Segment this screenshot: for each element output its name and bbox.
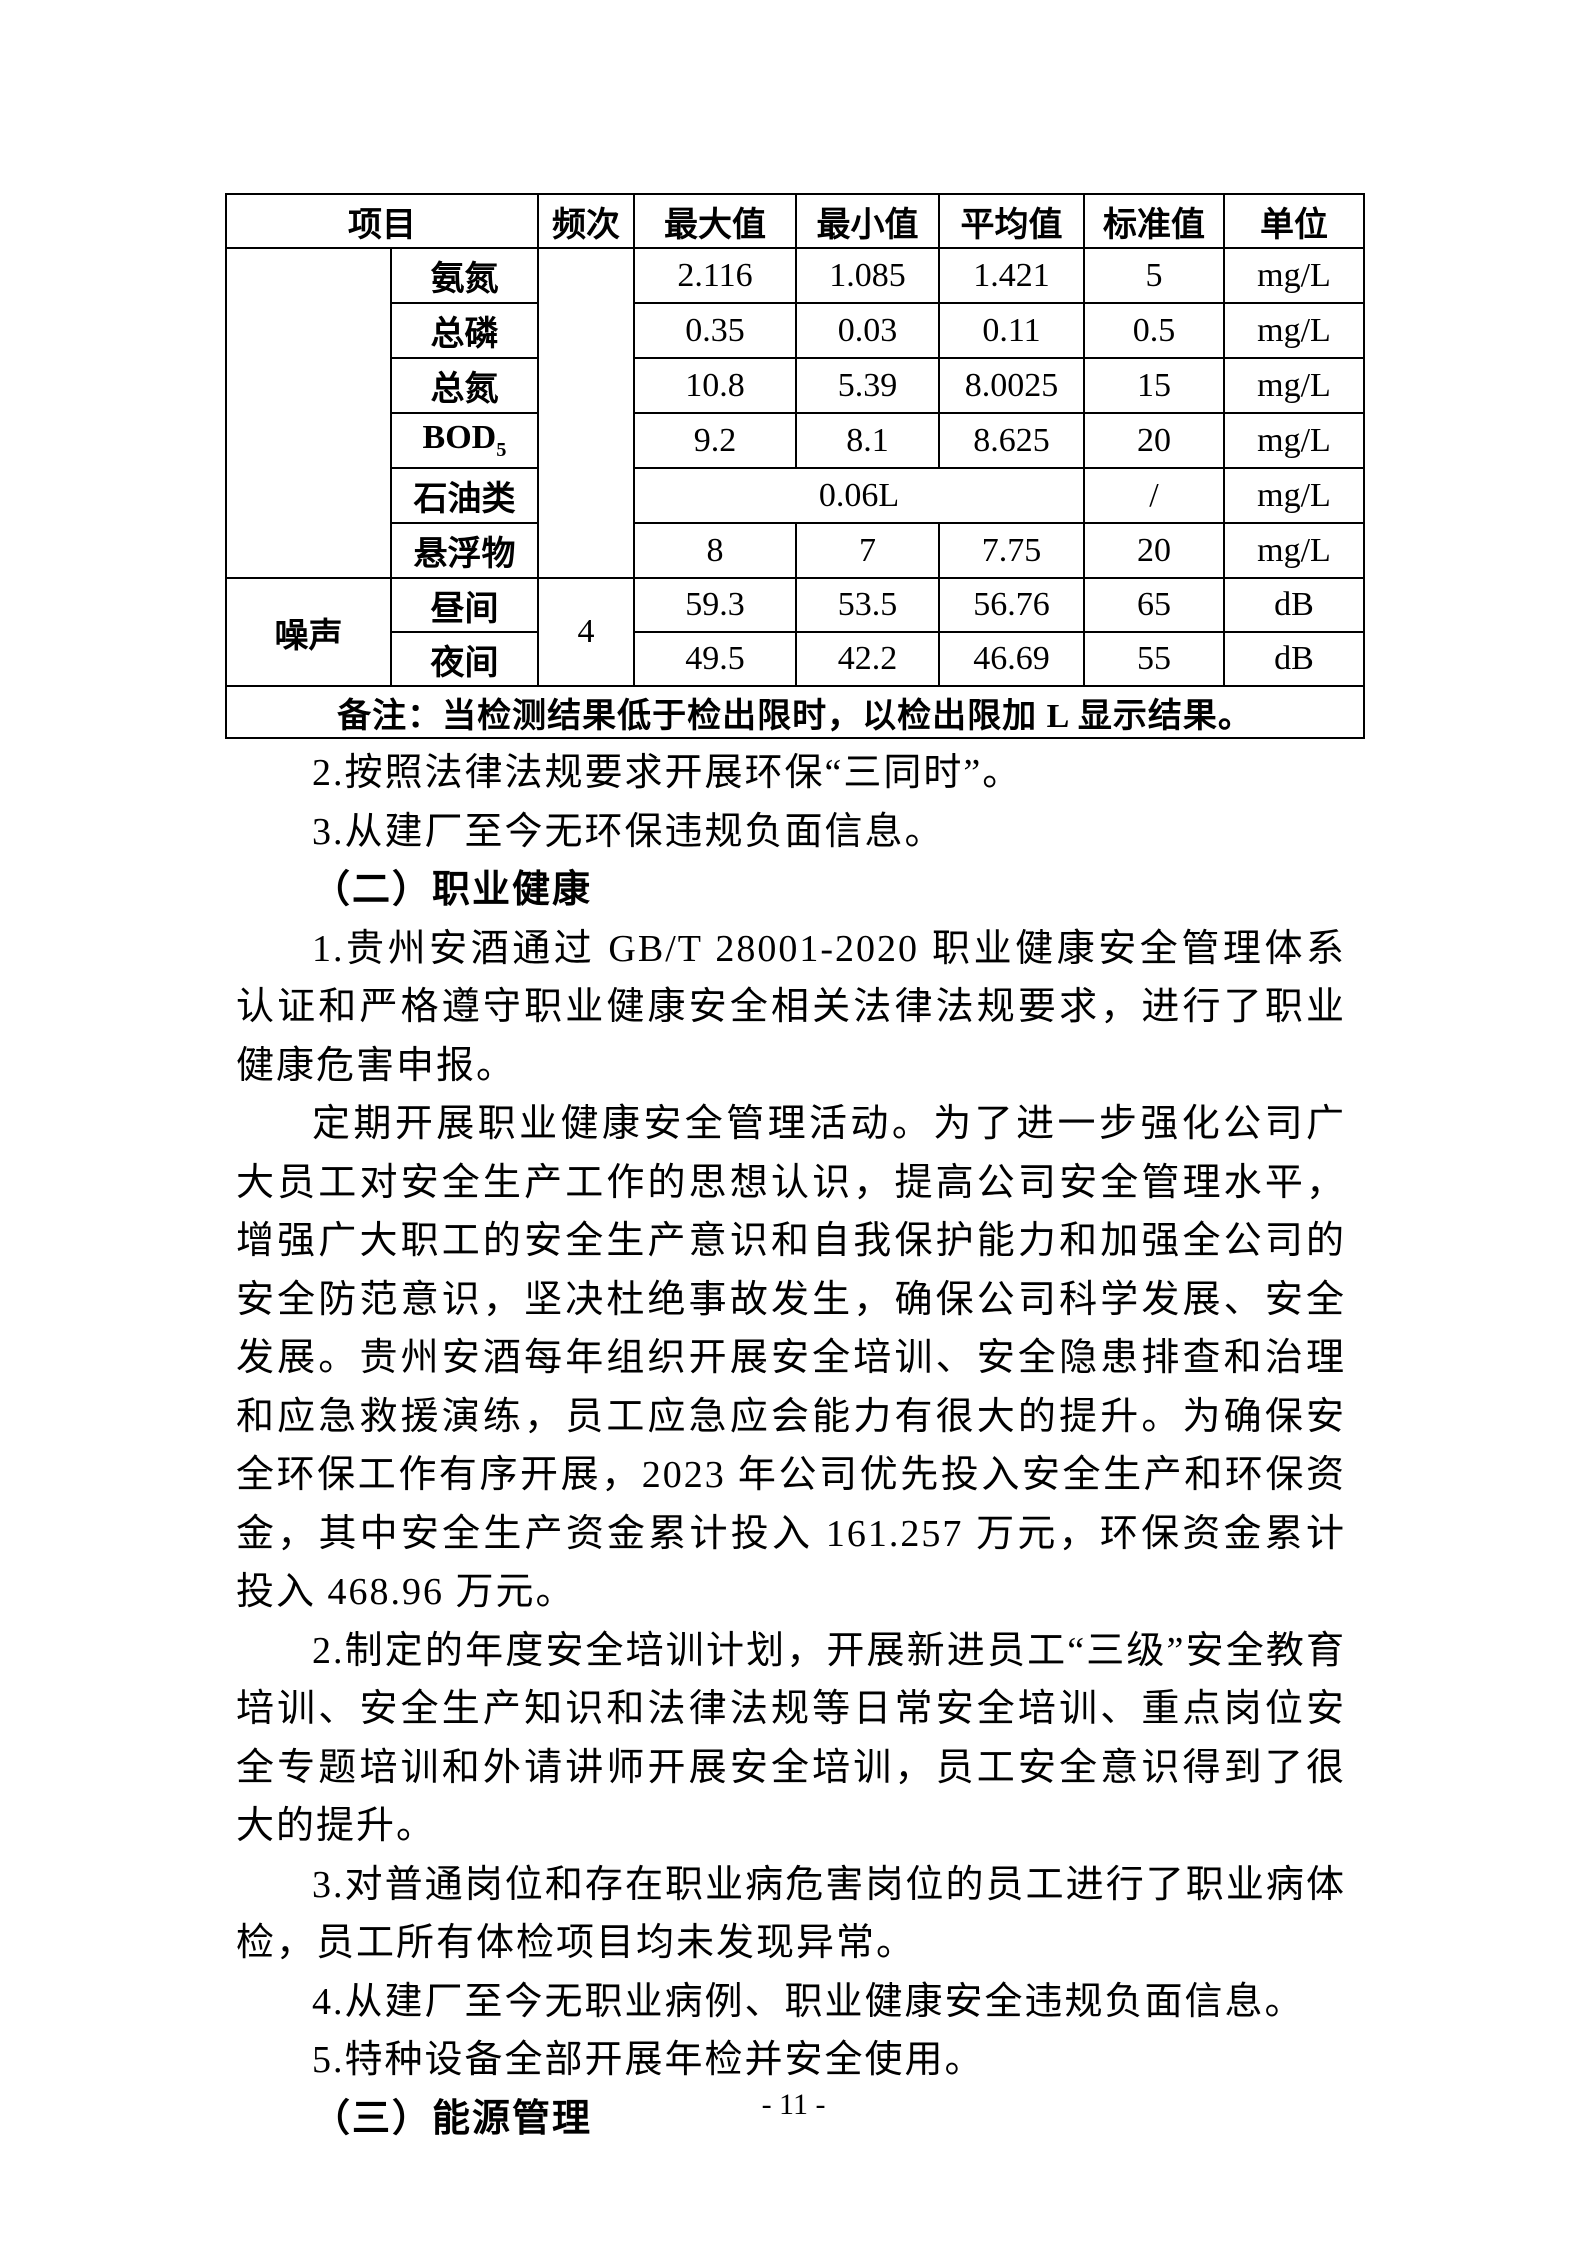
table-header-row: 项目 频次 最大值 最小值 平均值 标准值 单位 xyxy=(225,193,1365,249)
cell-avg: 0.11 xyxy=(938,302,1085,359)
section-heading-energy-management: （三）能源管理 xyxy=(312,2097,593,2140)
page-number: - 11 - xyxy=(761,2088,826,2121)
cell-min: 7 xyxy=(795,522,940,579)
row-label-phosphorus: 总磷 xyxy=(390,302,539,359)
cell-unit: mg/L xyxy=(1223,302,1365,359)
bod5-subscript: 5 xyxy=(496,438,507,461)
cell-max: 10.8 xyxy=(633,357,797,414)
row-label-nitrogen: 总氮 xyxy=(390,357,539,414)
header-min: 最小值 xyxy=(795,193,940,249)
cell-unit: dB xyxy=(1223,631,1365,687)
header-max: 最大值 xyxy=(633,193,797,249)
paragraph-env-3: 3.从建厂至今无环保违规负面信息。 xyxy=(312,810,945,853)
row-label-ammonia: 氨氮 xyxy=(390,247,539,304)
cell-standard: / xyxy=(1083,467,1225,524)
cell-avg: 7.75 xyxy=(938,522,1085,579)
cell-avg: 8.0025 xyxy=(938,357,1085,414)
paragraph-health-1: 1.贵州安酒通过 GB/T 28001-2020 职业健康安全管理体系认证和严格… xyxy=(236,927,1346,1087)
cell-max: 59.3 xyxy=(633,577,797,633)
cell-unit: mg/L xyxy=(1223,412,1365,469)
section-heading-occupational-health: （二）职业健康 xyxy=(312,869,593,911)
cell-standard: 20 xyxy=(1083,412,1225,469)
table-row-note: 备注：当检测结果低于检出限时，以检出限加 L 显示结果。 xyxy=(225,685,1365,739)
water-frequency-cell xyxy=(537,247,635,579)
cell-min: 53.5 xyxy=(795,577,940,633)
cell-unit: dB xyxy=(1223,577,1365,633)
cell-merged-value: 0.06L xyxy=(633,467,1085,524)
cell-max: 8 xyxy=(633,522,797,579)
noise-group-label: 噪声 xyxy=(225,577,392,687)
cell-unit: mg/L xyxy=(1223,522,1365,579)
row-label-bod5: BOD5 xyxy=(390,412,539,469)
table-row-ammonia: 氨氮 2.116 1.085 1.421 5 mg/L xyxy=(225,247,1365,579)
paragraph-health-4: 4.从建厂至今无职业病例、职业健康安全违规负面信息。 xyxy=(312,1980,1305,2023)
cell-unit: mg/L xyxy=(1223,247,1365,304)
cell-min: 8.1 xyxy=(795,412,940,469)
paragraph-health-2: 2.制定的年度安全培训计划，开展新进员工“三级”安全教育培训、安全生产知识和法律… xyxy=(236,1629,1346,1848)
cell-standard: 0.5 xyxy=(1083,302,1225,359)
cell-avg: 56.76 xyxy=(938,577,1085,633)
cell-max: 9.2 xyxy=(633,412,797,469)
paragraph-env-2: 2.按照法律法规要求开展环保“三同时”。 xyxy=(312,752,1023,794)
table-row-petroleum: 石油类 0.06L / mg/L xyxy=(226,467,1365,524)
row-label-suspended-solids: 悬浮物 xyxy=(390,522,539,579)
table-row-noise-night: 夜间 49.5 42.2 46.69 55 dB xyxy=(226,631,1365,687)
table-row-nitrogen: 总氮 10.8 5.39 8.0025 15 mg/L xyxy=(226,357,1365,414)
row-label-petroleum: 石油类 xyxy=(390,467,539,524)
header-unit: 单位 xyxy=(1223,193,1365,249)
table-note: 备注：当检测结果低于检出限时，以检出限加 L 显示结果。 xyxy=(225,685,1365,739)
header-standard: 标准值 xyxy=(1083,193,1225,249)
cell-unit: mg/L xyxy=(1223,467,1365,524)
cell-min: 5.39 xyxy=(795,357,940,414)
cell-avg: 8.625 xyxy=(938,412,1085,469)
cell-max: 0.35 xyxy=(633,302,797,359)
table-row-noise-day: 噪声 昼间 4 59.3 53.5 56.76 65 dB xyxy=(225,577,1365,687)
cell-standard: 15 xyxy=(1083,357,1225,414)
header-frequency: 频次 xyxy=(537,193,635,249)
cell-max: 49.5 xyxy=(633,631,797,687)
table-row-phosphorus: 总磷 0.35 0.03 0.11 0.5 mg/L xyxy=(226,302,1365,359)
paragraph-health-3: 3.对普通岗位和存在职业病危害岗位的员工进行了职业病体检，员工所有体检项目均未发… xyxy=(236,1863,1346,1965)
water-group-cell xyxy=(225,247,392,579)
cell-unit: mg/L xyxy=(1223,357,1365,414)
cell-min: 1.085 xyxy=(795,247,940,304)
cell-standard: 5 xyxy=(1083,247,1225,304)
cell-avg: 1.421 xyxy=(938,247,1085,304)
cell-min: 0.03 xyxy=(795,302,940,359)
cell-standard: 20 xyxy=(1083,522,1225,579)
paragraph-health-activities: 定期开展职业健康安全管理活动。为了进一步强化公司广大员工对安全生产工作的思想认识… xyxy=(236,1103,1346,1613)
row-label-nighttime: 夜间 xyxy=(390,631,539,687)
table-row-suspended-solids: 悬浮物 8 7 7.75 20 mg/L xyxy=(226,522,1365,579)
paragraph-health-5: 5.特种设备全部开展年检并安全使用。 xyxy=(312,2039,985,2081)
cell-avg: 46.69 xyxy=(938,631,1085,687)
monitoring-results-table: 项目 频次 最大值 最小值 平均值 标准值 单位 氨氮 2.116 1.085 … xyxy=(225,193,1365,739)
noise-frequency-cell: 4 xyxy=(537,577,635,687)
header-item: 项目 xyxy=(225,193,539,249)
cell-max: 2.116 xyxy=(633,247,797,304)
row-label-daytime: 昼间 xyxy=(390,577,539,633)
cell-min: 42.2 xyxy=(795,631,940,687)
cell-standard: 65 xyxy=(1083,577,1225,633)
document-body: 2.按照法律法规要求开展环保“三同时”。 3.从建厂至今无环保违规负面信息。 （… xyxy=(236,744,1346,2148)
header-avg: 平均值 xyxy=(938,193,1085,249)
table-row-bod5: BOD5 9.2 8.1 8.625 20 mg/L xyxy=(226,412,1365,469)
cell-standard: 55 xyxy=(1083,631,1225,687)
